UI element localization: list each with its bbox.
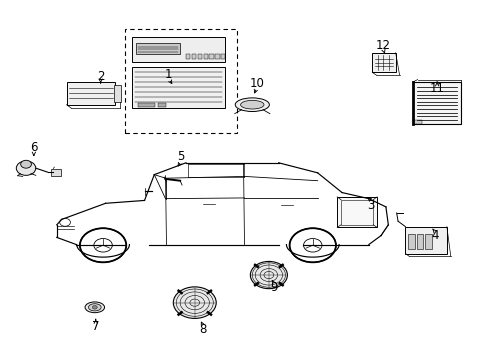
FancyBboxPatch shape	[51, 168, 61, 176]
FancyBboxPatch shape	[197, 54, 202, 59]
Text: 8: 8	[199, 323, 206, 336]
FancyBboxPatch shape	[114, 85, 121, 102]
FancyBboxPatch shape	[215, 54, 219, 59]
FancyBboxPatch shape	[136, 43, 180, 54]
FancyBboxPatch shape	[413, 120, 421, 124]
FancyBboxPatch shape	[66, 82, 115, 105]
FancyBboxPatch shape	[424, 234, 431, 249]
FancyBboxPatch shape	[209, 54, 213, 59]
FancyBboxPatch shape	[407, 234, 414, 249]
Text: 11: 11	[429, 82, 444, 95]
Ellipse shape	[88, 304, 101, 311]
Text: 6: 6	[30, 141, 38, 154]
Circle shape	[20, 160, 31, 168]
Circle shape	[92, 306, 97, 309]
FancyBboxPatch shape	[336, 197, 376, 227]
Text: 10: 10	[249, 77, 264, 90]
FancyBboxPatch shape	[405, 226, 446, 253]
Ellipse shape	[235, 98, 269, 112]
FancyBboxPatch shape	[371, 53, 395, 72]
FancyBboxPatch shape	[191, 54, 196, 59]
FancyBboxPatch shape	[203, 54, 207, 59]
FancyBboxPatch shape	[416, 234, 423, 249]
Text: 5: 5	[177, 150, 184, 163]
FancyBboxPatch shape	[158, 103, 166, 107]
FancyBboxPatch shape	[132, 37, 224, 62]
Ellipse shape	[240, 100, 264, 109]
Text: 1: 1	[165, 68, 172, 81]
FancyBboxPatch shape	[185, 54, 190, 59]
Text: 12: 12	[375, 39, 390, 52]
Ellipse shape	[85, 302, 104, 313]
FancyBboxPatch shape	[221, 54, 225, 59]
Text: 3: 3	[367, 199, 374, 212]
Circle shape	[16, 161, 36, 175]
FancyBboxPatch shape	[132, 67, 224, 108]
Circle shape	[250, 261, 287, 289]
FancyBboxPatch shape	[138, 103, 155, 107]
Text: 7: 7	[92, 320, 100, 333]
Text: 9: 9	[269, 281, 277, 294]
Text: 4: 4	[430, 229, 438, 242]
Text: 2: 2	[97, 69, 104, 82]
Circle shape	[173, 287, 216, 319]
FancyBboxPatch shape	[412, 82, 460, 125]
